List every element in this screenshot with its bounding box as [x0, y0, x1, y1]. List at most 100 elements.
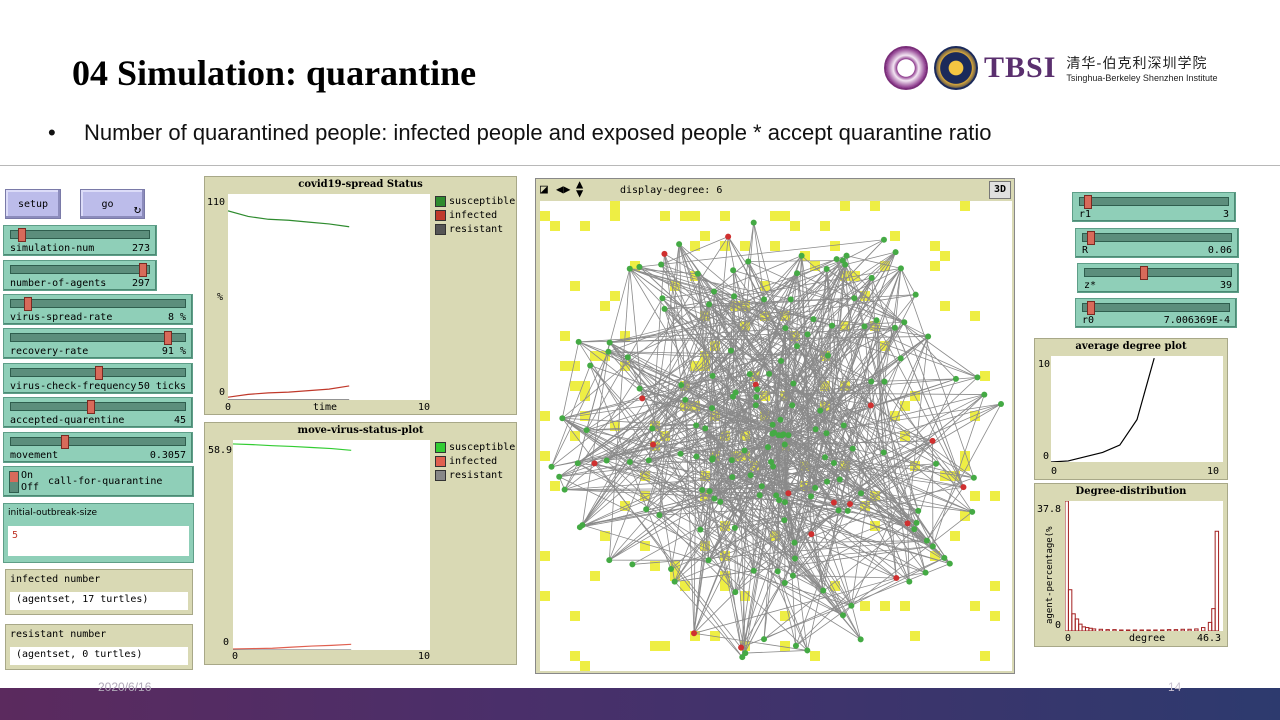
- susceptible-agent: [922, 569, 929, 576]
- slider-track[interactable]: [10, 435, 186, 449]
- network-link: [732, 270, 770, 374]
- slider-thumb[interactable]: [61, 435, 70, 449]
- 3d-button[interactable]: 3D: [989, 181, 1011, 199]
- move-horizontal-icon[interactable]: ◀▶: [556, 182, 571, 196]
- network-link: [780, 360, 816, 488]
- network-link: [773, 432, 973, 513]
- world-canvas[interactable]: [540, 201, 1012, 671]
- susceptible-agent: [912, 291, 919, 298]
- slider-thumb[interactable]: [86, 400, 95, 414]
- network-link: [586, 373, 770, 431]
- tbsi-logo-text: TBSI: [984, 51, 1057, 84]
- slider-track[interactable]: [10, 297, 186, 311]
- average-degree-plot: average degree plot 10 0 0 10: [1034, 338, 1228, 480]
- network-link: [662, 297, 784, 435]
- r-slider[interactable]: R 0.06: [1075, 228, 1239, 258]
- patch: [540, 451, 550, 461]
- patch: [580, 221, 590, 231]
- slider-track[interactable]: [10, 400, 186, 414]
- susceptible-agent: [781, 441, 788, 448]
- slider-thumb[interactable]: [139, 263, 148, 277]
- network-link: [712, 255, 802, 377]
- susceptible-agent: [880, 236, 887, 243]
- switch-toggle[interactable]: [9, 471, 19, 493]
- susceptible-agent: [730, 267, 737, 274]
- slider-label: virus-check-frequency: [10, 381, 137, 392]
- slider-thumb[interactable]: [163, 331, 172, 345]
- setup-button[interactable]: setup: [5, 189, 61, 219]
- call-for-quarantine-switch[interactable]: On Off call-for-quarantine: [3, 466, 194, 497]
- patch: [800, 251, 810, 261]
- slider-value: 297: [131, 278, 150, 289]
- r0-slider[interactable]: r0 7.006369E-4: [1075, 298, 1237, 328]
- accepted-quarentine-slider[interactable]: accepted-quarentine 45: [3, 397, 193, 428]
- input-value-field[interactable]: 5: [8, 526, 189, 556]
- move-vertical-icon[interactable]: ▲ ▼: [576, 177, 584, 200]
- slider-thumb[interactable]: [1084, 195, 1093, 209]
- y-axis-label: %: [217, 292, 224, 303]
- recovery-rate-slider[interactable]: recovery-rate 91 %: [3, 328, 193, 359]
- susceptible-agent: [981, 391, 988, 398]
- network-link: [711, 299, 765, 409]
- slider-thumb[interactable]: [24, 297, 33, 311]
- network-link: [794, 545, 933, 559]
- resize-icon[interactable]: ◪: [540, 182, 548, 197]
- patch: [560, 361, 570, 371]
- patch: [670, 281, 680, 291]
- slider-track[interactable]: [1082, 231, 1232, 245]
- number-of-agents-slider[interactable]: number-of-agents 297: [3, 260, 157, 291]
- network-link: [559, 476, 844, 616]
- slider-thumb[interactable]: [1087, 231, 1096, 245]
- susceptible-agent: [746, 371, 753, 378]
- network-link: [589, 365, 672, 570]
- network-link: [659, 498, 715, 516]
- network-link: [756, 396, 781, 421]
- susceptible-agent: [794, 343, 801, 350]
- susceptible-agent: [676, 241, 683, 248]
- susceptible-agent: [742, 650, 749, 657]
- susceptible-agent: [836, 476, 843, 483]
- patch: [720, 581, 730, 591]
- network-graph: [540, 201, 1005, 671]
- slider-track[interactable]: [10, 366, 186, 380]
- patch: [950, 531, 960, 541]
- covid19-spread-status-plot: covid19-spread Status 110 0 % 0 time 10 …: [204, 176, 517, 415]
- network-link: [695, 425, 812, 497]
- slider-track[interactable]: [10, 331, 186, 345]
- slider-track[interactable]: [10, 228, 150, 242]
- susceptible-agent: [848, 602, 855, 609]
- slider-thumb[interactable]: [95, 366, 103, 380]
- virus-check-frequency-slider[interactable]: virus-check-frequency 50 ticks: [3, 363, 193, 394]
- virus-spread-rate-slider[interactable]: virus-spread-rate 8 %: [3, 294, 193, 325]
- network-link: [709, 432, 827, 492]
- susceptible-agent: [576, 524, 583, 531]
- switch-label: call-for-quarantine: [48, 476, 163, 487]
- susceptible-agent: [626, 265, 633, 272]
- switch-on-label: On: [21, 470, 34, 481]
- slider-track[interactable]: [1082, 301, 1230, 315]
- movement-slider[interactable]: movement 0.3057: [3, 432, 193, 463]
- go-button[interactable]: go ↻: [80, 189, 145, 219]
- x-max-label: 10: [418, 651, 431, 662]
- slider-thumb[interactable]: [17, 228, 26, 242]
- network-link: [561, 341, 580, 419]
- r1-slider[interactable]: r1 3: [1072, 192, 1236, 222]
- simulation-num-slider[interactable]: simulation-num 273: [3, 225, 157, 256]
- z--slider[interactable]: z* 39: [1077, 263, 1239, 293]
- tsinghua-seal-logo: [884, 46, 928, 90]
- legend-swatch: [435, 210, 446, 221]
- infected-agent: [904, 520, 911, 527]
- initial-outbreak-size-input[interactable]: initial-outbreak-size 5: [3, 503, 194, 563]
- network-link: [740, 563, 950, 648]
- y-min-label: 0: [1055, 620, 1062, 631]
- patch: [960, 201, 970, 211]
- slider-track[interactable]: [1079, 195, 1229, 209]
- slider-thumb[interactable]: [1139, 266, 1148, 280]
- patch: [860, 501, 870, 511]
- patch: [890, 231, 900, 241]
- slider-track[interactable]: [1084, 266, 1232, 280]
- slider-track[interactable]: [10, 263, 150, 277]
- susceptible-agent: [812, 426, 819, 433]
- network-link: [842, 260, 964, 488]
- slider-thumb[interactable]: [1087, 301, 1096, 315]
